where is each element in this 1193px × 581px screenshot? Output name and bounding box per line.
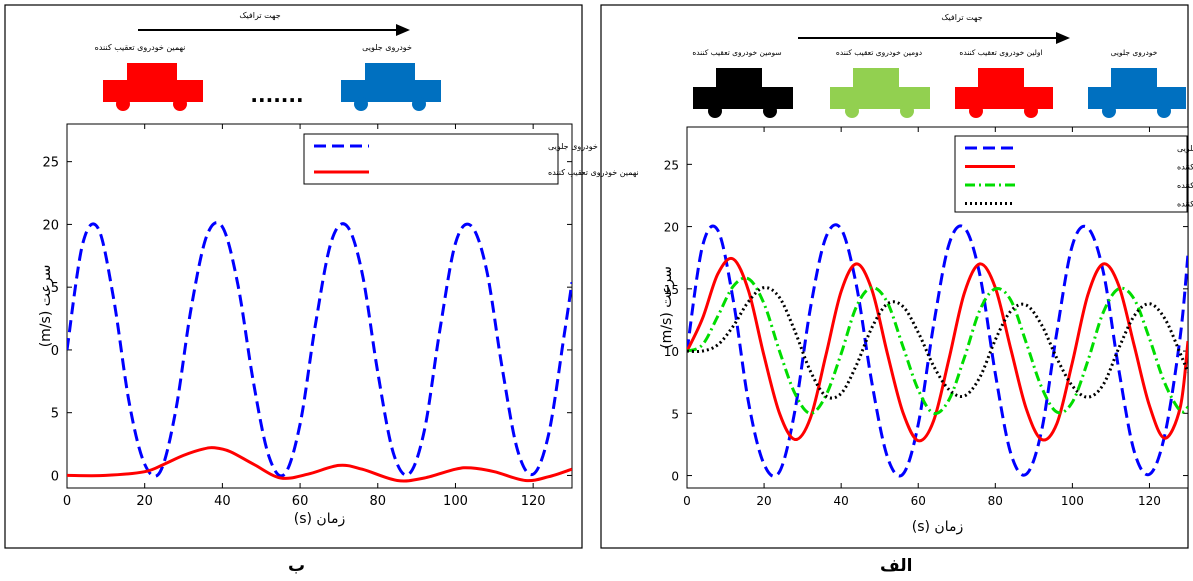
left-direction-label: جهت ترافیک — [239, 11, 280, 20]
right-first-label: اولین خودروی تعقیب کننده — [959, 48, 1042, 57]
legend-label-3: سومین خودروی تعقیب کننده — [1177, 200, 1193, 209]
left-chart: 0 20 40 60 80 100 120 0 5 0 5 20 25 زمان (s) سرعت (m/s… — [38, 123, 639, 527]
legend-label-1: اولین خودروی تعقیب کننده — [1177, 163, 1193, 172]
right-first-car-icon — [955, 68, 1053, 118]
y-tick-label: 5 — [51, 407, 59, 422]
y-tick-label: 15 — [664, 283, 679, 297]
x-tick-label: 40 — [834, 494, 849, 508]
x-tick-label: 20 — [756, 494, 771, 508]
x-tick-label: 40 — [214, 494, 231, 509]
x-tick-label: 100 — [1061, 494, 1084, 508]
x-tick-label: 80 — [988, 494, 1003, 508]
legend: خودروی جلویی اولین خودروی تعقیب کننده دومی… — [954, 135, 1193, 213]
series-group — [67, 221, 572, 483]
y-tick-label: 25 — [42, 156, 59, 171]
right-leader-car-icon — [1088, 68, 1186, 118]
x-tick-label: 20 — [136, 494, 153, 509]
left-follower-car-icon — [103, 63, 203, 111]
x-tick-label: 100 — [443, 494, 468, 509]
legend-box — [303, 133, 559, 185]
legend-label-0: خودروی جلویی — [1177, 144, 1193, 153]
left-follower-label: نهمین خودروی تعقیب کننده — [95, 43, 186, 52]
left-leader-label: خودروی جلویی — [362, 43, 412, 52]
left-leader-car-icon — [341, 63, 441, 111]
right-second-car-icon — [830, 68, 930, 118]
x-axis-label: زمان (s) — [912, 519, 963, 535]
x-tick-label: 0 — [683, 494, 691, 508]
left-ellipsis: ....... — [250, 83, 303, 107]
y-tick-label: 0 — [51, 344, 59, 359]
left-panel-frame — [4, 4, 583, 549]
right-second-label: دومین خودروی تعقیب کننده — [836, 48, 922, 57]
legend: خودروی جلویی نهمین خودروی تعقیب کننده — [303, 133, 639, 185]
x-tick-label: 0 — [63, 494, 71, 509]
x-tick-label: 80 — [369, 494, 386, 509]
right-panel-caption: الف — [880, 556, 913, 576]
x-tick-label: 120 — [521, 494, 546, 509]
y-tick-label: 20 — [42, 218, 59, 233]
right-traffic-arrow: جهت ترافیک — [798, 13, 1070, 44]
y-axis-label: سرعت (m/s) — [659, 266, 675, 349]
y-axis-label: سرعت (m/s) — [38, 265, 54, 348]
x-tick-label: 60 — [292, 494, 309, 509]
right-third-car-icon — [693, 68, 793, 118]
y-tick-label: 5 — [671, 407, 679, 421]
y-tick-label: 25 — [664, 158, 679, 172]
right-chart: 0 20 40 60 80 100 120 0 5 10 15 20 25 زمان (s) سرعت (m… — [659, 126, 1193, 535]
x-tick-label: 120 — [1138, 494, 1161, 508]
legend-label-2: دومین خودروی تعقیب کننده — [1177, 181, 1193, 190]
x-tick-label: 60 — [911, 494, 926, 508]
series-line-1 — [67, 446, 572, 483]
y-tick-label: 10 — [664, 345, 679, 359]
series-line-0 — [687, 223, 1188, 478]
legend-label-0: خودروی جلویی — [548, 142, 598, 151]
right-leader-label: خودروی جلویی — [1111, 48, 1158, 57]
series-line-1 — [687, 256, 1188, 443]
right-third-label: سومین خودروی تعقیب کننده — [692, 48, 781, 57]
legend-label-1: نهمین خودروی تعقیب کننده — [548, 168, 639, 177]
series-group — [687, 223, 1188, 478]
right-direction-label: جهت ترافیک — [941, 13, 982, 22]
series-line-0 — [67, 221, 572, 478]
left-traffic-arrow: جهت ترافیک — [138, 11, 410, 36]
series-line-2 — [687, 276, 1188, 416]
y-tick-label: 5 — [51, 281, 59, 296]
y-tick-label: 0 — [51, 469, 59, 484]
x-axis-label: زمان (s) — [294, 511, 345, 527]
left-panel-caption: ب — [288, 556, 306, 576]
y-tick-label: 20 — [664, 221, 679, 235]
y-tick-label: 0 — [671, 470, 679, 484]
